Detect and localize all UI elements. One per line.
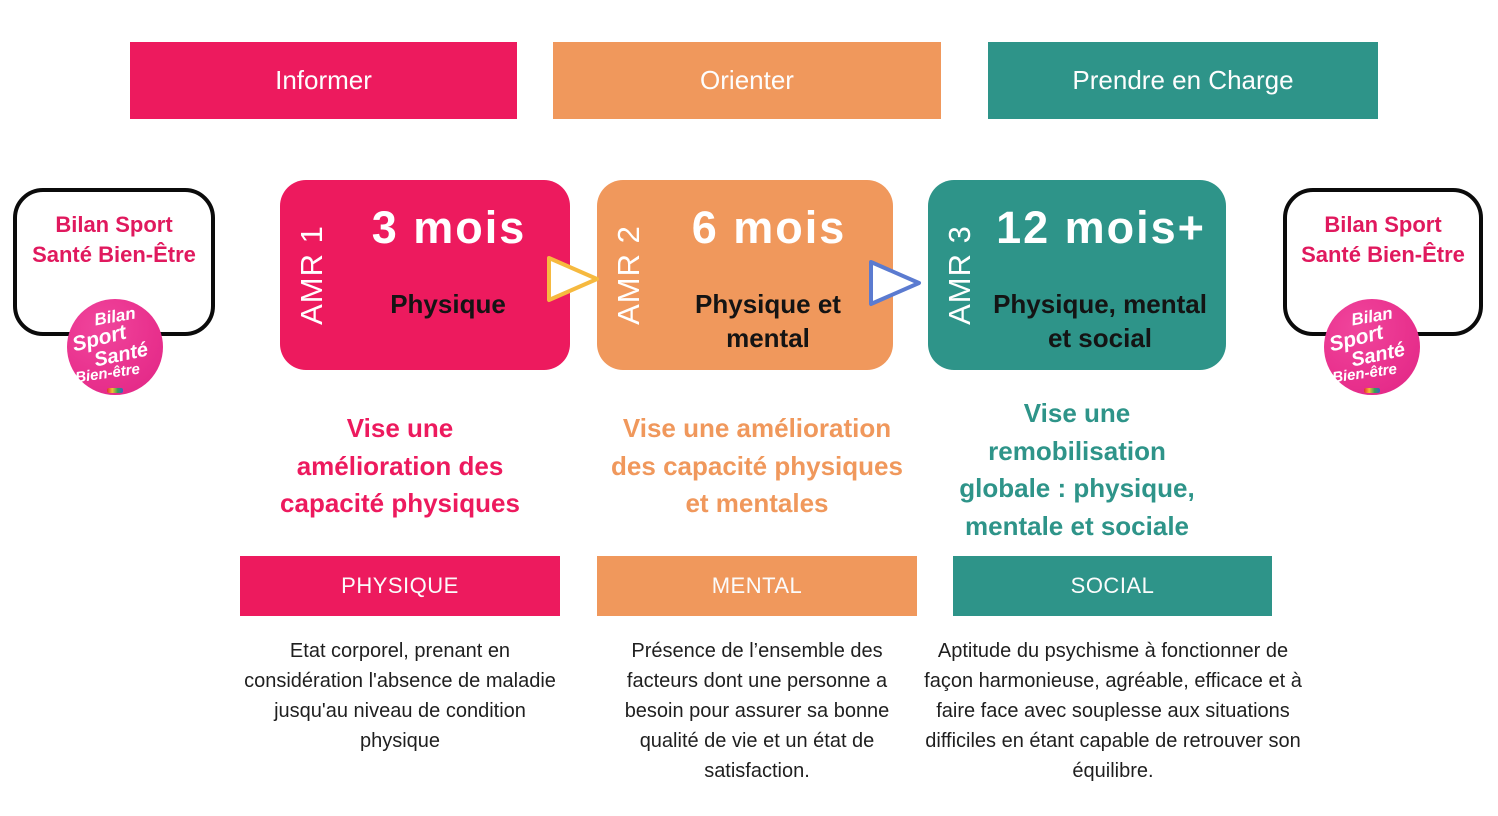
amr3-scope: Physique, mental et social	[993, 289, 1207, 353]
definition-bar-social: SOCIAL	[953, 556, 1272, 616]
arrow-stage2-to-stage3-icon	[869, 260, 921, 306]
definition-text-mental: Présence de l’ensemble des facteurs dont…	[624, 640, 890, 782]
goal-amr2: Vise une amélioration des capacité physi…	[611, 413, 903, 519]
amr2-duration: 6 mois	[691, 202, 847, 253]
header-prendre-en-charge: Prendre en Charge	[988, 42, 1378, 119]
sport-sante-logo: Bilan Sport Santé Bien-être	[1324, 299, 1420, 395]
amr1-duration: 3 mois	[371, 202, 527, 253]
amr3-duration: 12 mois+	[996, 202, 1206, 253]
logo-word-bien-etre: Bien-être	[74, 360, 141, 387]
header-informer: Informer	[130, 42, 517, 119]
definition-bar-mental: MENTAL	[597, 556, 917, 616]
definition-text-social: Aptitude du psychisme à fonctionner de f…	[924, 640, 1302, 782]
amr2-tag: AMR 2	[611, 225, 646, 325]
sport-sante-logo: Bilan Sport Santé Bien-être	[67, 299, 163, 395]
amr2-scope: Physique et mental	[695, 289, 841, 353]
badge-label: Bilan Sport Santé Bien-Être	[32, 212, 196, 267]
amr1-tag: AMR 1	[294, 225, 329, 325]
arrow-stage1-to-stage2-icon	[547, 256, 599, 302]
logo-rainbow-mark	[107, 388, 123, 393]
definition-text-physique: Etat corporel, prenant en considération …	[244, 640, 556, 752]
goal-amr1: Vise une amélioration des capacité physi…	[280, 413, 520, 519]
stage-box-amr2: AMR 2 6 mois Physique et mental	[597, 180, 893, 370]
amr1-scope: Physique	[390, 289, 506, 319]
logo-word-bien-etre: Bien-être	[1331, 360, 1398, 387]
logo-rainbow-mark	[1364, 388, 1380, 393]
header-orienter: Orienter	[553, 42, 941, 119]
amr3-tag: AMR 3	[942, 225, 977, 325]
stage-box-amr1: AMR 1 3 mois Physique	[280, 180, 570, 370]
goal-amr3: Vise une remobilisation globale : physiq…	[959, 398, 1195, 542]
badge-label: Bilan Sport Santé Bien-Être	[1301, 212, 1465, 267]
definition-bar-physique: PHYSIQUE	[240, 556, 560, 616]
stage-box-amr3: AMR 3 12 mois+ Physique, mental et socia…	[928, 180, 1226, 370]
